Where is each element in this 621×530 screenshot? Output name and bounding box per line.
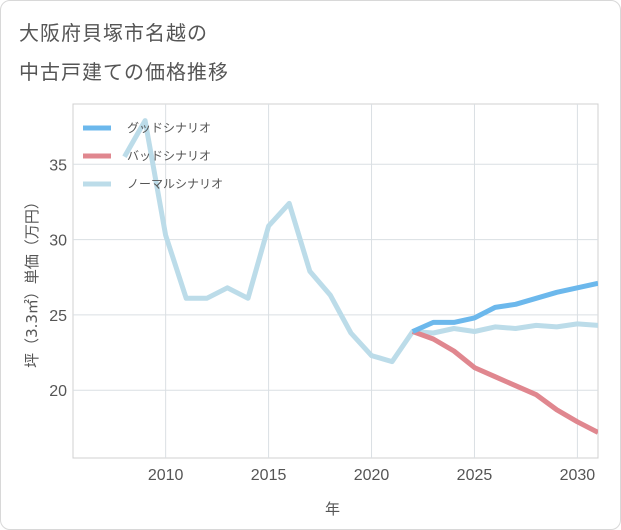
x-tick-label: 2030 — [560, 467, 596, 484]
y-axis-ticks: 20 25 30 35 — [49, 157, 67, 400]
series-line-bad — [411, 329, 598, 435]
x-tick-label: 2015 — [251, 467, 287, 484]
x-axis-label: 年 — [325, 500, 340, 518]
series-line-good — [411, 280, 598, 334]
chart-title-line-1: 大阪府貝塚市名越の — [19, 21, 208, 45]
legend-label: ノーマルシナリオ — [127, 177, 223, 191]
chart-title-line-2: 中古戸建ての価格推移 — [19, 60, 229, 84]
x-tick-label: 2010 — [148, 467, 184, 484]
plot-area — [72, 103, 599, 459]
legend-item-normal: ノーマルシナリオ — [83, 177, 223, 191]
x-tick-label: 2025 — [457, 467, 493, 484]
y-tick-label: 35 — [49, 157, 67, 174]
legend-item-good: グッドシナリオ — [83, 121, 211, 135]
y-tick-label: 25 — [49, 308, 67, 325]
x-tick-label: 2020 — [354, 467, 390, 484]
series-line-normal — [122, 118, 598, 365]
x-axis-ticks: 2010 2015 2020 2025 2030 — [148, 467, 595, 484]
legend-item-bad: バッドシナリオ — [83, 149, 211, 163]
y-tick-label: 20 — [49, 383, 67, 400]
legend-label: バッドシナリオ — [127, 149, 211, 163]
series-lines — [122, 118, 598, 435]
plot-background — [72, 103, 599, 459]
y-axis-label: 坪（3.3㎡）単価（万円） — [23, 194, 41, 368]
grid-lines — [73, 104, 598, 458]
legend-label: グッドシナリオ — [127, 121, 211, 135]
y-tick-label: 30 — [49, 233, 67, 250]
